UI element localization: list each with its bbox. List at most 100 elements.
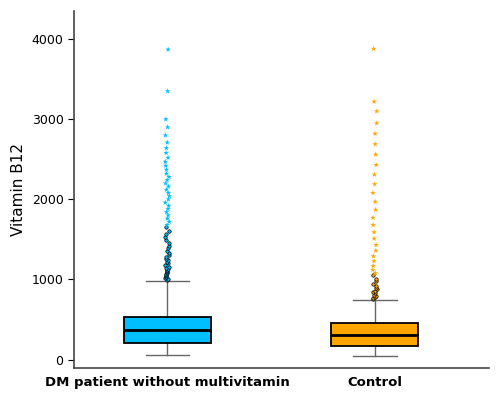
Point (165, 240, 173, 246)
Point (163, 177, 171, 183)
Point (162, 166, 170, 173)
Point (166, 250, 173, 256)
Y-axis label: Vitamin B12: Vitamin B12 (11, 143, 26, 236)
Point (162, 237, 170, 243)
Point (369, 295, 377, 301)
Point (166, 193, 173, 199)
Point (372, 242, 380, 248)
Point (164, 183, 172, 190)
Point (370, 290, 378, 297)
Point (162, 180, 170, 186)
Point (164, 124, 172, 130)
Point (162, 145, 170, 151)
Bar (331, 323, 418, 346)
Point (370, 98, 378, 105)
Point (370, 258, 378, 264)
Point (164, 190, 172, 196)
Point (370, 253, 378, 260)
Point (162, 264, 170, 271)
Point (165, 218, 173, 225)
Point (162, 116, 170, 122)
Point (369, 214, 377, 221)
Point (164, 139, 172, 146)
Point (372, 162, 380, 168)
Point (370, 296, 378, 302)
Point (161, 275, 169, 282)
Point (372, 151, 380, 158)
Point (162, 271, 170, 278)
Point (369, 190, 377, 196)
Point (162, 186, 170, 193)
Point (372, 206, 380, 213)
Point (370, 288, 378, 294)
Point (164, 212, 172, 218)
Point (162, 209, 170, 215)
Point (370, 171, 378, 178)
Point (162, 170, 170, 177)
Point (165, 174, 173, 180)
Point (370, 235, 378, 242)
Point (164, 46, 172, 53)
Point (369, 263, 377, 269)
Point (164, 260, 172, 267)
Point (162, 254, 170, 260)
Point (372, 276, 380, 282)
Point (163, 259, 171, 265)
Bar (124, 317, 211, 343)
Point (371, 141, 379, 147)
Point (163, 277, 171, 284)
Point (372, 283, 380, 289)
Point (162, 158, 170, 165)
Point (164, 268, 172, 275)
Point (162, 234, 170, 240)
Point (162, 230, 170, 237)
Point (164, 88, 172, 94)
Point (370, 294, 378, 300)
Point (370, 229, 378, 235)
Point (164, 196, 172, 202)
Point (372, 270, 380, 276)
Point (164, 245, 172, 252)
Point (162, 273, 170, 280)
Point (165, 227, 173, 234)
Point (165, 243, 173, 249)
Point (164, 257, 172, 264)
Point (369, 222, 377, 228)
Point (165, 264, 173, 270)
Point (164, 252, 172, 258)
Point (162, 256, 170, 262)
Point (372, 286, 380, 293)
Point (372, 248, 380, 254)
Point (163, 222, 171, 228)
Point (162, 199, 170, 206)
Point (369, 267, 377, 273)
Point (372, 278, 380, 285)
Point (162, 262, 170, 268)
Point (370, 272, 378, 279)
Point (370, 292, 378, 298)
Point (371, 198, 379, 205)
Point (162, 272, 170, 279)
Point (372, 293, 380, 299)
Point (162, 150, 170, 156)
Point (162, 248, 170, 254)
Point (372, 285, 380, 291)
Point (164, 215, 172, 222)
Point (371, 130, 379, 137)
Point (164, 202, 172, 209)
Point (164, 266, 172, 272)
Point (162, 274, 170, 281)
Point (369, 281, 377, 287)
Point (163, 269, 171, 276)
Point (369, 289, 377, 296)
Point (162, 132, 170, 138)
Point (164, 154, 172, 161)
Point (162, 162, 170, 169)
Point (370, 181, 378, 187)
Point (164, 276, 172, 282)
Point (372, 120, 380, 126)
Point (373, 108, 381, 114)
Point (370, 46, 378, 52)
Point (163, 267, 171, 274)
Point (164, 206, 172, 212)
